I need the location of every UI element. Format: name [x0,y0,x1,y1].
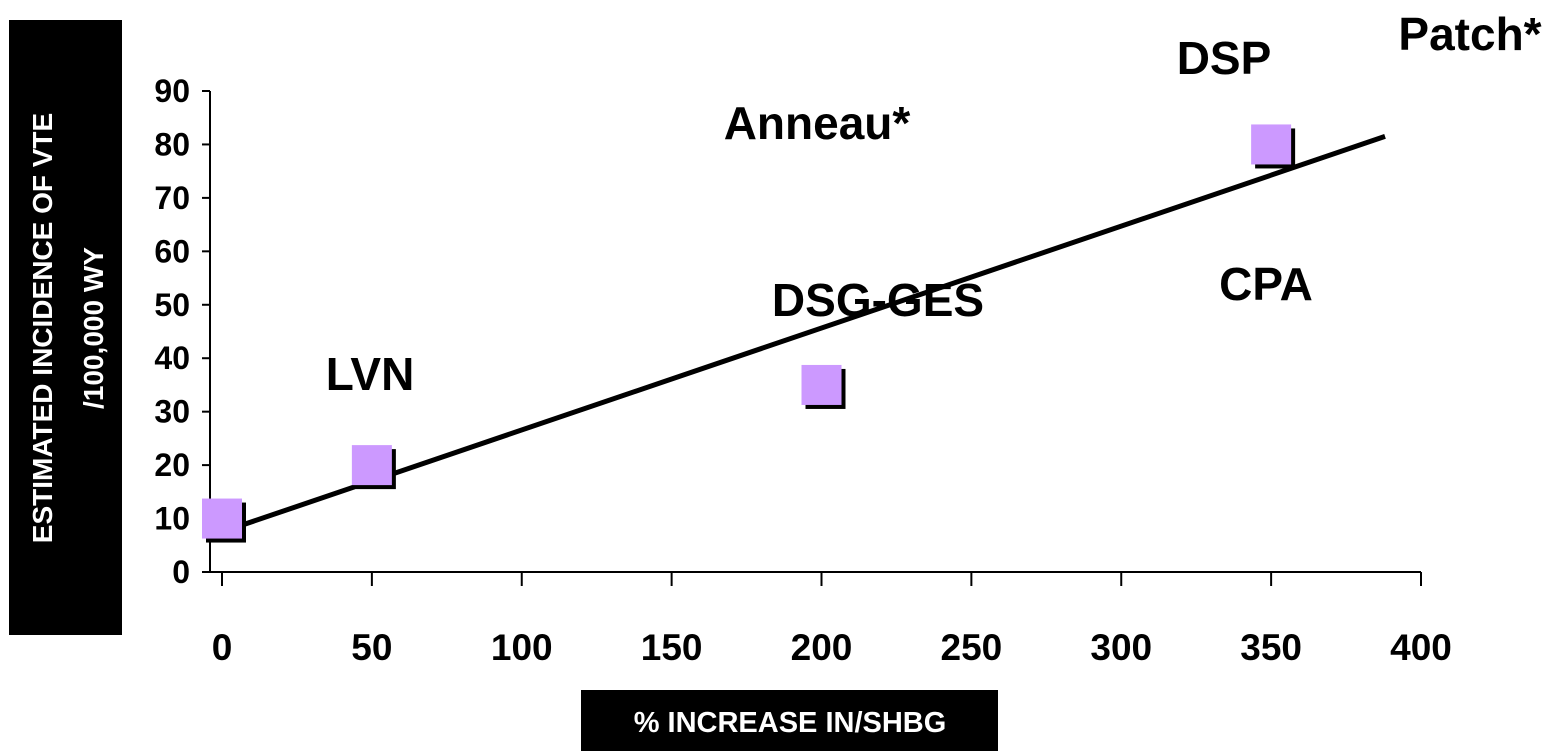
x-tick-label: 150 [641,627,703,668]
data-point [1251,124,1292,165]
y-axis-label-line1: ESTIMATED INCIDENCE OF VTE [27,113,58,543]
y-tick-label: 50 [154,287,190,323]
y-tick-label: 20 [154,447,190,483]
data-point [801,364,842,405]
annotation-label: DSG-GES [772,274,984,326]
y-axis-label-line2: /100,000 WY [78,247,109,409]
y-tick-label: 0 [172,554,190,590]
annotation-label: Patch* [1398,8,1541,60]
x-tick-label: 200 [791,627,853,668]
x-tick-label: 250 [941,627,1003,668]
y-tick-label: 90 [154,73,190,109]
x-tick-label: 0 [212,627,233,668]
x-tick-label: 100 [491,627,553,668]
x-tick-label: 50 [351,627,392,668]
x-ticks: 0 50 100 150 200 250 300 350 400 [212,572,1452,668]
x-tick-label: 400 [1390,627,1452,668]
x-tick-label: 350 [1240,627,1302,668]
annotation-label: DSP [1177,32,1272,84]
data-point [351,445,392,486]
annotation-label: LVN [326,348,415,400]
data-point [202,498,242,539]
y-ticks: 0 10 20 30 40 50 60 70 80 90 [154,73,210,590]
annotation-label: Anneau* [724,97,911,149]
data-points [202,124,1296,543]
y-tick-label: 80 [154,126,190,162]
y-tick-label: 30 [154,394,190,430]
y-axis-label-background [9,20,122,635]
y-tick-label: 60 [154,233,190,269]
trendline [221,134,1386,535]
y-tick-label: 10 [154,501,190,537]
y-tick-label: 40 [154,340,190,376]
annotation-label: CPA [1219,258,1313,310]
x-axis-label: % INCREASE IN/SHBG [634,707,947,739]
x-axis-label-background [581,690,998,751]
x-tick-label: 300 [1090,627,1152,668]
y-tick-label: 70 [154,180,190,216]
annotations: LVN DSG-GES Anneau* DSP CPA Patch* [326,8,1542,400]
axes: 0 10 20 30 40 50 60 70 80 90 0 50 100 150 200 250 300 35… [154,73,1451,668]
